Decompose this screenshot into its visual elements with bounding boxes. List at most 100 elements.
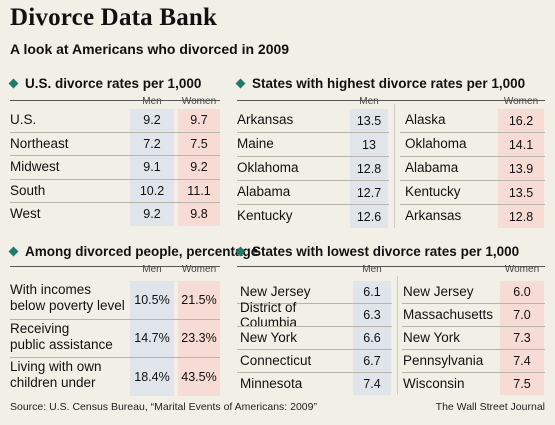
- row-divider: [400, 204, 545, 205]
- row-divider: [400, 132, 545, 133]
- state-name: Alabama: [405, 160, 459, 175]
- men-column-header: Men: [142, 96, 162, 107]
- men-value: 10.5%: [130, 281, 174, 319]
- row-label: Midwest: [10, 159, 60, 174]
- women-value: 13.5: [498, 181, 544, 204]
- men-value: 9.2: [130, 109, 174, 132]
- us-rates-heading-text: U.S. divorce rates per 1,000: [25, 76, 202, 91]
- state-name: Oklahoma: [405, 136, 467, 151]
- state-name: Kentucky: [237, 208, 293, 223]
- state-name: New Jersey: [403, 284, 474, 299]
- row-label: South: [10, 182, 46, 198]
- state-name: Oklahoma: [237, 160, 299, 175]
- lowest-heading: States with lowest divorce rates per 1,0…: [235, 244, 520, 259]
- row-label: Northeast: [10, 135, 69, 151]
- women-value: 7.3: [500, 327, 544, 349]
- state-name: Maine: [237, 136, 274, 151]
- women-value: 9.7: [178, 109, 220, 132]
- women-value: 7.5: [500, 373, 544, 395]
- row-label-line: children under: [10, 375, 96, 390]
- credit-line: The Wall Street Journal: [435, 401, 545, 413]
- women-value: 7.5: [178, 132, 220, 155]
- section-rule: [237, 100, 545, 101]
- men-value: 10.2: [130, 179, 174, 202]
- men-value: 12.7: [350, 181, 388, 204]
- column-divider: [394, 104, 395, 228]
- women-column-header: Women: [504, 264, 540, 275]
- men-value: 13: [350, 133, 388, 156]
- women-value: 21.5%: [178, 281, 220, 319]
- state-name: Minnesota: [240, 376, 303, 391]
- men-value: 7.2: [130, 132, 174, 155]
- row-divider: [10, 357, 220, 358]
- men-value: 6.3: [353, 304, 391, 326]
- row-label-line: With incomes: [10, 282, 92, 297]
- us-rates-heading: U.S. divorce rates per 1,000: [8, 76, 202, 91]
- men-column-header: Men: [142, 264, 162, 275]
- men-value: 6.1: [353, 281, 391, 303]
- section-rule: [237, 266, 545, 267]
- women-value: 7.4: [500, 350, 544, 372]
- row-divider: [402, 349, 545, 350]
- state-name: Arkansas: [237, 112, 294, 127]
- men-column-header: Men: [359, 96, 379, 107]
- row-label: Living with own children under: [10, 359, 130, 391]
- men-value: 12.8: [350, 157, 388, 180]
- men-value: 6.7: [353, 350, 391, 372]
- state-name: Alabama: [237, 184, 291, 199]
- state-name: New Jersey: [240, 284, 311, 299]
- lowest-heading-text: States with lowest divorce rates per 1,0…: [252, 244, 520, 259]
- women-value: 43.5%: [178, 358, 220, 396]
- divorced-pct-heading-text: Among divorced people, percentage: [25, 244, 259, 259]
- row-divider: [237, 132, 389, 133]
- row-divider: [237, 156, 389, 157]
- women-value: 12.8: [498, 205, 544, 228]
- row-divider: [10, 318, 220, 320]
- men-value: 6.6: [353, 327, 391, 349]
- row-divider: [400, 156, 545, 157]
- table-row: West: [10, 202, 130, 225]
- table-row: South: [10, 179, 130, 202]
- diamond-bullet-icon: [235, 78, 246, 89]
- row-divider: [237, 349, 392, 350]
- women-value: 6.0: [500, 281, 544, 303]
- table-row: U.S.: [10, 108, 130, 131]
- row-label: U.S.: [10, 112, 37, 127]
- diamond-bullet-icon: [8, 78, 19, 89]
- state-name: Wisconsin: [403, 376, 465, 391]
- row-divider: [237, 204, 389, 205]
- row-divider: [237, 303, 392, 304]
- row-divider: [237, 326, 392, 327]
- row-label: With incomes below poverty level: [10, 282, 130, 314]
- women-column-header: Women: [181, 264, 217, 275]
- state-name: New York: [403, 330, 461, 345]
- page-title: Divorce Data Bank: [10, 4, 218, 31]
- state-name: Connecticut: [240, 353, 312, 368]
- women-value: 14.1: [498, 133, 544, 156]
- state-name: Massachusetts: [403, 307, 494, 322]
- women-value: 16.2: [498, 109, 544, 132]
- men-value: 12.6: [350, 205, 388, 228]
- men-value: 7.4: [353, 373, 391, 395]
- men-value: 18.4%: [130, 358, 174, 396]
- row-divider: [237, 180, 389, 181]
- men-column-header: Men: [362, 264, 382, 275]
- row-label-line: below poverty level: [10, 298, 125, 313]
- state-name: Alaska: [405, 112, 446, 127]
- column-divider: [397, 276, 398, 395]
- row-divider: [10, 178, 220, 180]
- table-row: Northeast: [10, 132, 130, 155]
- women-column-header: Women: [503, 96, 539, 107]
- highest-heading: States with highest divorce rates per 1,…: [235, 76, 525, 91]
- men-value: 9.2: [130, 203, 174, 226]
- row-divider: [402, 303, 545, 304]
- row-label: Receiving public assistance: [10, 321, 130, 353]
- women-value: 23.3%: [178, 319, 220, 357]
- row-divider: [402, 372, 545, 373]
- women-value: 9.8: [178, 203, 220, 226]
- state-name: Arkansas: [405, 208, 462, 223]
- women-value: 7.0: [500, 304, 544, 326]
- state-name: District of Columbia: [240, 299, 298, 330]
- row-label-line: public assistance: [10, 336, 113, 352]
- row-divider: [10, 155, 220, 156]
